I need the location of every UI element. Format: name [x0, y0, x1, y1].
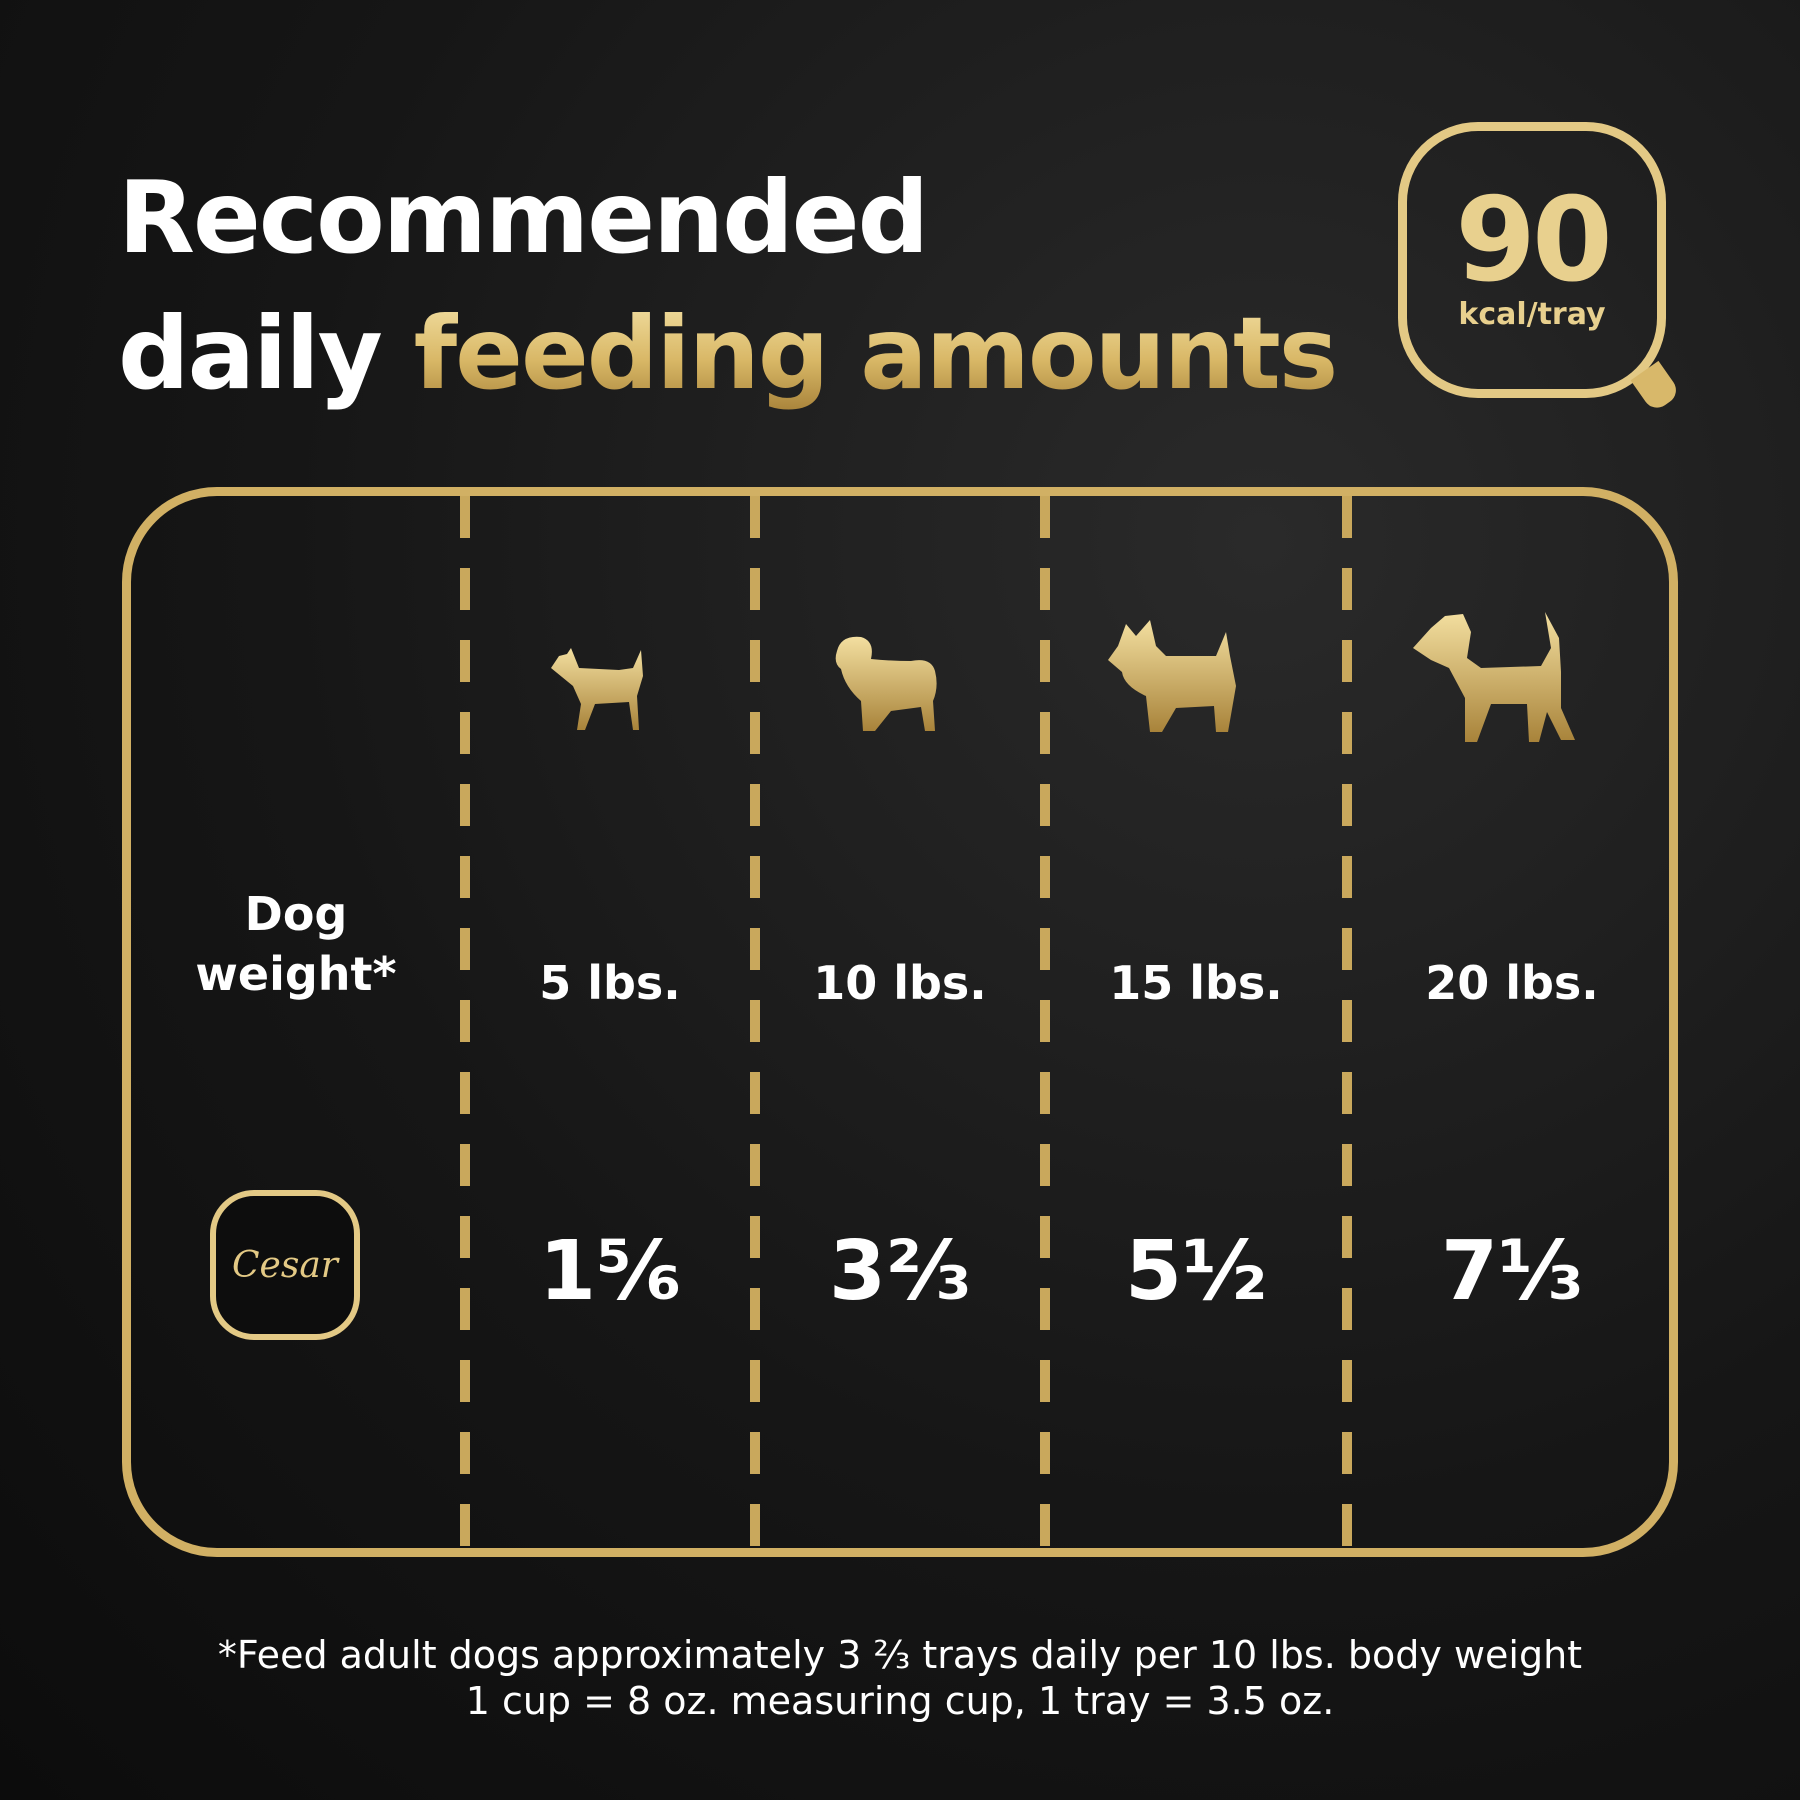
title-line-2: daily feeding amounts	[118, 286, 1339, 422]
row-label-line-2: weight*	[195, 947, 397, 1001]
tray-tab-icon	[1630, 360, 1682, 414]
title-gold-words: feeding amounts	[413, 295, 1339, 412]
cesar-tray-logo: Cesar	[210, 1190, 360, 1340]
feeding-table: Dog weight* 5 lbs. 10 lbs. 15 lbs. 20 lb…	[122, 487, 1678, 1557]
title-line-1: Recommended	[118, 159, 929, 276]
calorie-badge: 90 kcal/tray	[1398, 122, 1682, 414]
brand-logo-text: Cesar	[232, 1244, 338, 1286]
title-white-word: daily	[118, 295, 383, 412]
footnote-line-2: 1 cup = 8 oz. measuring cup, 1 tray = 3.…	[465, 1679, 1335, 1723]
column-divider	[1342, 496, 1352, 1548]
footnote-line-1: *Feed adult dogs approximately 3 ⅔ trays…	[217, 1633, 1583, 1677]
weight-10: 10 lbs.	[813, 956, 987, 1010]
calorie-value: 90	[1455, 173, 1612, 308]
trays-20: 7⅓	[1441, 1224, 1583, 1319]
terrier-icon	[1108, 620, 1236, 732]
trays-5: 1⅚	[539, 1224, 681, 1319]
footnote: *Feed adult dogs approximately 3 ⅔ trays…	[0, 1632, 1800, 1724]
weight-15: 15 lbs.	[1109, 956, 1283, 1010]
weight-20: 20 lbs.	[1425, 956, 1599, 1010]
column-divider	[750, 496, 760, 1548]
pug-icon	[835, 636, 937, 731]
large-terrier-icon	[1413, 612, 1575, 742]
column-divider	[1040, 496, 1050, 1548]
dog-weight-label: Dog weight*	[171, 884, 421, 1004]
row-label-line-1: Dog	[244, 887, 348, 941]
trays-15: 5½	[1125, 1224, 1267, 1319]
page-title: Recommended daily feeding amounts	[118, 150, 1339, 422]
calorie-unit: kcal/tray	[1458, 297, 1606, 332]
small-dog-icon	[551, 648, 643, 730]
column-divider	[460, 496, 470, 1548]
trays-10: 3⅔	[829, 1224, 971, 1319]
weight-5: 5 lbs.	[539, 956, 681, 1010]
